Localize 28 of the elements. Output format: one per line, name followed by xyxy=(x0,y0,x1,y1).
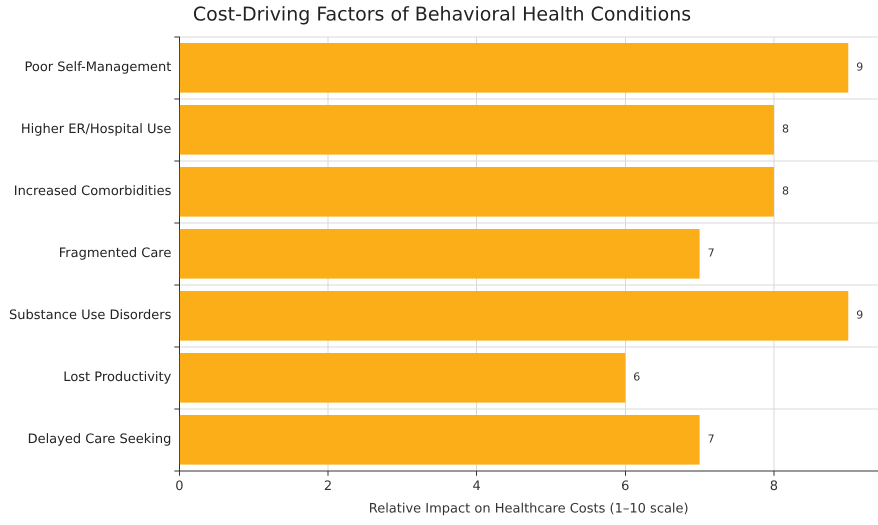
y-tick-label: Fragmented Care xyxy=(58,246,172,262)
x-tick-label: 2 xyxy=(324,478,332,494)
bar xyxy=(180,43,848,93)
x-tick-label: 0 xyxy=(175,478,184,494)
data-label: 7 xyxy=(708,246,715,260)
bar xyxy=(180,415,700,465)
x-tick-label: 4 xyxy=(472,478,481,494)
y-tick-label: Poor Self-Management xyxy=(24,60,172,76)
data-label: 9 xyxy=(856,308,864,322)
y-tick-label: Lost Productivity xyxy=(63,370,172,386)
y-tick-label: Increased Comorbidities xyxy=(14,184,172,200)
data-label: 8 xyxy=(782,122,789,136)
bar xyxy=(180,291,848,341)
data-label: 9 xyxy=(856,60,864,74)
x-tick-label: 8 xyxy=(770,478,778,494)
y-tick-label: Delayed Care Seeking xyxy=(28,432,172,448)
bar xyxy=(180,353,626,403)
y-tick-label: Higher ER/Hospital Use xyxy=(20,122,172,138)
data-label: 6 xyxy=(633,370,640,384)
bar xyxy=(180,105,774,155)
bar xyxy=(180,229,700,279)
bar xyxy=(180,167,774,217)
x-tick-label: 6 xyxy=(621,478,630,494)
x-axis-title: Relative Impact on Healthcare Costs (1–10 scale) xyxy=(368,502,689,517)
y-tick-label: Substance Use Disorders xyxy=(8,308,172,324)
data-label: 7 xyxy=(708,432,715,446)
data-label: 8 xyxy=(782,184,789,198)
chart-title: Cost-Driving Factors of Behavioral Health Conditions xyxy=(192,3,692,26)
